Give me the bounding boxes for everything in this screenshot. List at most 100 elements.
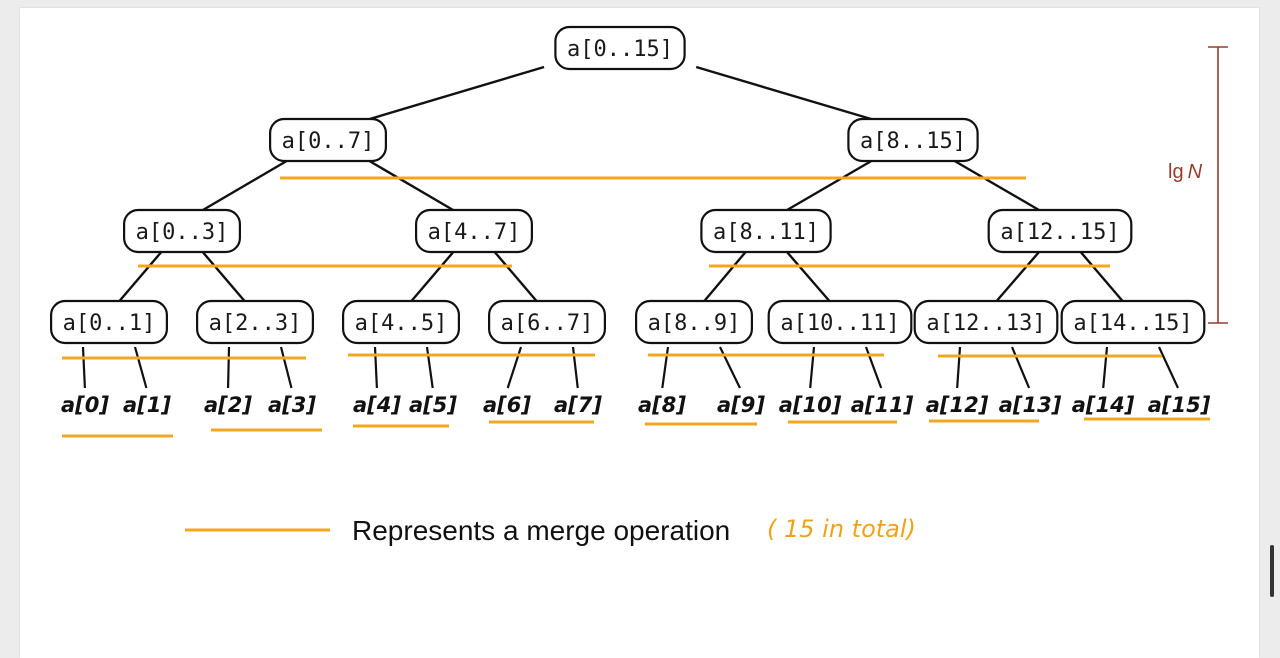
tree-node: a[8..11] [700,208,832,254]
leaf-label: a[2] [204,393,252,417]
tree-node-label: a[0..7] [282,129,375,154]
leaf-edge [956,346,962,389]
legend-text: Represents a merge operation [352,515,730,546]
tree-node-box [1060,299,1206,345]
tree-node: a[10..11] [767,299,913,345]
tree-edge [198,157,291,214]
leaf-edge [571,346,579,389]
tree-node: a[8..9] [634,299,753,345]
leaf-edge [1158,346,1179,389]
leaf-label: a[4] [353,393,401,417]
tree-node: a[0..7] [269,117,388,163]
tree-node: a[14..15] [1060,299,1206,345]
tree-node-box [767,299,913,345]
tree-edge [784,249,833,304]
tree-node: a[0..3] [122,208,242,254]
tree-node-label: a[0..3] [136,220,229,245]
tree-node: a[2..3] [196,299,315,345]
leaf-label: a[8] [638,393,686,417]
leaf-edge [1010,346,1031,389]
tree-node: a[4..5] [342,299,461,345]
tree-node-box [269,117,388,163]
tree-node-box [196,299,315,345]
leaf-edge [809,346,816,389]
tree-node-box [554,25,686,71]
leaf-label: a[7] [554,393,602,417]
leaf-label: a[6] [483,393,531,417]
tree-node-box [342,299,461,345]
tree-edge [701,249,749,304]
leaf-edge [661,346,670,389]
tree-node-label: a[12..13] [926,311,1045,336]
leaf-elements: a[0] a[1] a[2] a[3] a[4] a[5] a[6] a[7] a[8] a[9]… [61,393,1211,417]
leaf-label: a[3] [268,393,316,417]
tree-node-label: a[4..5] [355,311,448,336]
leaf-edge [373,346,378,389]
tree-node-label: a[4..7] [428,220,521,245]
leaf-edge [864,346,883,389]
leaf-label: a[12] [926,393,989,417]
leaf-label: a[13] [999,393,1062,417]
leaf-edge [425,346,434,389]
tree-node-box [122,208,242,254]
leaf-edge [719,346,741,389]
tree-node-label: a[2..3] [209,311,302,336]
tree-edge [365,157,458,214]
scrollbar-thumb[interactable] [1270,545,1274,597]
leaf-label: a[15] [1148,393,1211,417]
merge-lines [62,176,1210,438]
tree-node: a[12..15] [987,208,1133,254]
leaf-edge [81,346,86,389]
height-marker: lg N [1168,46,1228,324]
tree-edge [1078,249,1126,304]
tree-nodes: a[0..15] a[0..7] a[8..15] a[0..3] a[4..7] a[8… [49,25,1206,345]
tree-node-label: a[14..15] [1073,311,1192,336]
tree-edge [993,249,1042,304]
tree-node-box [847,117,979,163]
leaf-edge [506,346,523,389]
height-label-lg: lg [1168,161,1184,183]
tree-node-box [913,299,1059,345]
tree-node: a[0..15] [554,25,686,71]
tree-edge [200,249,248,304]
leaf-edge [133,346,148,389]
tree-node-label: a[8..9] [648,311,741,336]
tree-node-label: a[10..11] [780,311,899,336]
tree-edge [783,157,876,214]
tree-node-box [49,299,169,345]
tree-node: a[4..7] [415,208,534,254]
leaf-label: a[1] [123,393,171,417]
tree-edge [695,65,879,123]
tree-node-label: a[6..7] [501,311,594,336]
tree-edge [950,157,1043,214]
tree-node-label: a[0..1] [63,311,156,336]
leaf-label: a[10] [779,393,842,417]
leaf-label: a[14] [1072,393,1135,417]
tree-node-label: a[8..11] [713,220,819,245]
height-label: lg N [1168,161,1203,183]
leaf-label: a[11] [851,393,914,417]
leaf-label: a[9] [717,393,765,417]
tree-node: a[8..15] [847,117,979,163]
leaf-edge [1102,346,1109,389]
leaf-edge [279,346,293,389]
tree-node-box [488,299,607,345]
tree-edge [408,249,456,304]
tree-node-box [634,299,753,345]
legend-note: ( 15 in total) [767,515,916,543]
legend: Represents a merge operation ( 15 in tot… [185,515,916,546]
tree-node: a[0..1] [49,299,169,345]
tree-node-box [987,208,1133,254]
tree-node: a[12..13] [913,299,1059,345]
tree-node: a[6..7] [488,299,607,345]
tree-node-label: a[8..15] [860,129,966,154]
tree-edge [116,249,164,304]
tree-edge [362,65,545,123]
tree-node-box [415,208,534,254]
tree-node-label: a[0..15] [567,37,673,62]
leaf-label: a[5] [409,393,457,417]
tree-node-label: a[12..15] [1000,220,1119,245]
tree-edge [492,249,540,304]
height-label-n: N [1188,161,1203,183]
